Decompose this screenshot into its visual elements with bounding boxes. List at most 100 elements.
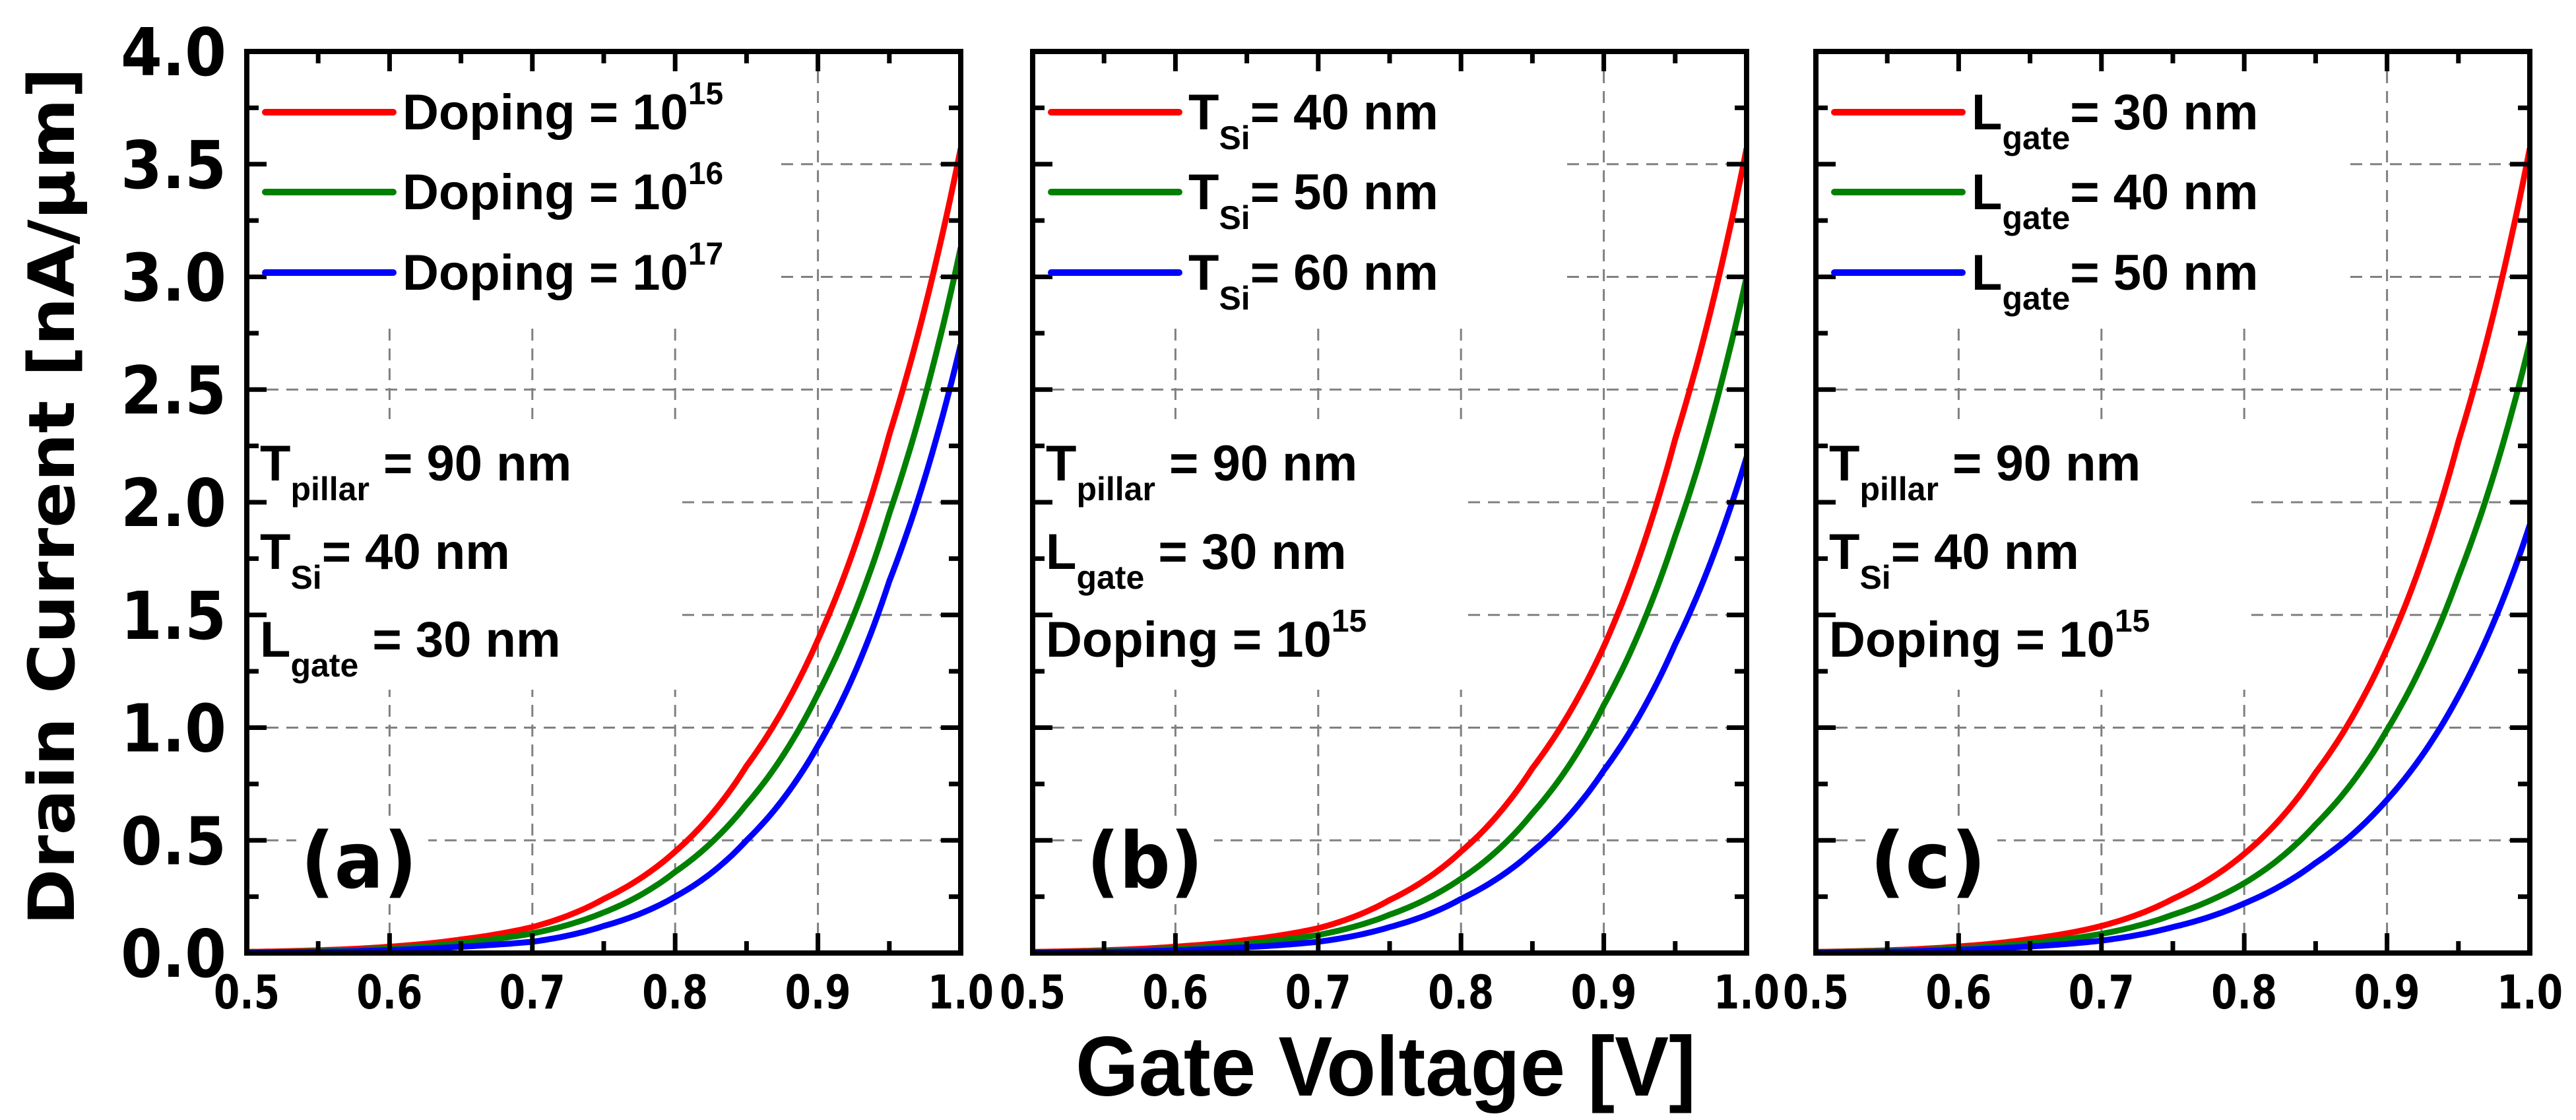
annotation-text: Lgate = 30 nm — [1046, 524, 1347, 596]
annotation-text: TSi= 40 nm — [260, 524, 510, 596]
annotation-text-main: T — [260, 436, 290, 492]
x-tick-label: 0.7 — [499, 966, 565, 1020]
y-tick-label: 2.0 — [121, 465, 226, 542]
annotation-text-main: T — [1046, 436, 1076, 492]
y-tick-label: 1.5 — [121, 577, 226, 655]
annotations: Tpillar = 90 nm TSi= 40 nm Lgate = 30 nm — [260, 436, 571, 684]
annotation-text-subscript: pillar — [290, 471, 369, 508]
legend-item: Lgate= 40 nm — [1831, 164, 2258, 236]
legend-label: Doping = 1016 — [402, 156, 723, 220]
y-tick-label: 2.5 — [121, 352, 226, 429]
annotation-text-main: L — [1046, 524, 1076, 580]
annotation-text-value: = 40 nm — [322, 524, 510, 580]
legend-item: Lgate= 30 nm — [1831, 84, 2258, 156]
x-tick-label: 1.0 — [928, 966, 994, 1020]
annotation-text-value: = 90 nm — [1939, 436, 2141, 492]
annotation-text: Tpillar = 90 nm — [1829, 436, 2141, 508]
legend-label-main: T — [1188, 84, 1219, 141]
annotation-text-main: T — [260, 524, 290, 580]
legend-label-superscript: 17 — [688, 237, 723, 272]
legend-label: Lgate= 40 nm — [1972, 164, 2258, 236]
y-tick-labels: 0.0 0.5 1.0 1.5 2.0 2.5 3.0 3.5 4.0 — [121, 14, 226, 993]
x-tick-label: 0.5 — [1783, 966, 1849, 1020]
x-tick-label: 0.9 — [785, 966, 851, 1020]
annotation-background — [1046, 419, 1468, 690]
annotation-text-superscript: 15 — [2115, 604, 2150, 639]
panel-label: (b) — [1087, 815, 1203, 906]
legend-label-subscript: gate — [2002, 119, 2070, 156]
annotation-text-main: Doping = 10 — [1829, 612, 2115, 668]
ticks — [1813, 49, 2532, 956]
legend-label-main: Doping = 10 — [402, 164, 688, 220]
x-tick-label: 0.8 — [2211, 966, 2277, 1020]
legend-label-superscript: 16 — [688, 156, 723, 191]
legend-label-main: T — [1188, 245, 1219, 301]
x-tick-label: 0.5 — [214, 966, 280, 1020]
legend-label-main: Doping = 10 — [402, 84, 688, 141]
legend-label-value: = 50 nm — [1250, 164, 1438, 220]
ticks — [1030, 49, 1749, 956]
x-tick-label: 1.0 — [1714, 966, 1780, 1020]
legend-label: Lgate= 50 nm — [1972, 245, 2258, 317]
panel-c: 0.5 0.6 0.7 0.8 0.9 1.0(c)Lgate= 30 nmLgate= … — [1783, 49, 2563, 1020]
legend-label: TSi= 50 nm — [1188, 164, 1438, 236]
annotation-text-subscript: pillar — [1859, 471, 1938, 508]
panel-label: (c) — [1870, 815, 1986, 906]
annotation-text: Doping = 1015 — [1829, 604, 2150, 668]
annotation-text-subscript: pillar — [1076, 471, 1155, 508]
annotations: Tpillar = 90 nm Lgate = 30 nm Doping = 101… — [1046, 436, 1367, 668]
y-tick-label: 0.5 — [121, 803, 226, 880]
annotation-text-value: = 90 nm — [1155, 436, 1357, 492]
annotation-text: TSi= 40 nm — [1829, 524, 2079, 596]
x-tick-label: 0.9 — [2354, 966, 2420, 1020]
x-tick-label: 0.6 — [1142, 966, 1208, 1020]
annotation-text: Doping = 1015 — [1046, 604, 1367, 668]
panel-label-background — [1082, 818, 1214, 904]
annotation-text-main: T — [1829, 436, 1859, 492]
x-tick-label: 0.7 — [2069, 966, 2135, 1020]
legend-label-value: = 30 nm — [2070, 84, 2258, 141]
legend-item: Doping = 1015 — [262, 77, 723, 141]
legend-item: TSi= 60 nm — [1048, 245, 1438, 317]
annotation-text-subscript: Si — [1859, 559, 1890, 596]
legend-label-value: = 40 nm — [2070, 164, 2258, 220]
legend-item: TSi= 40 nm — [1048, 84, 1438, 156]
annotation-text-main: T — [1829, 524, 1859, 580]
annotation-text: Lgate = 30 nm — [260, 612, 561, 684]
legend-label-superscript: 15 — [688, 77, 723, 112]
annotations: Tpillar = 90 nm TSi= 40 nm Doping = 1015 — [1829, 436, 2150, 668]
annotation-text-value: = 90 nm — [370, 436, 571, 492]
panels: 0.5 0.6 0.7 0.8 0.9 1.0(a)Doping = 1015Doping… — [214, 49, 2563, 1020]
x-tick-label: 0.6 — [1925, 966, 1991, 1020]
panel-label-background — [296, 818, 428, 904]
legend-label: Lgate= 30 nm — [1972, 84, 2258, 156]
panel-a: 0.5 0.6 0.7 0.8 0.9 1.0(a)Doping = 1015Doping… — [214, 49, 994, 1020]
annotation-background — [260, 419, 682, 690]
y-tick-label: 0.0 — [121, 915, 226, 993]
legend-label-main: Doping = 10 — [402, 245, 688, 301]
panel-label-background — [1865, 818, 1997, 904]
legend-label-main: T — [1188, 164, 1219, 220]
annotation-text-value: = 30 nm — [1144, 524, 1346, 580]
legend-label-value: = 40 nm — [1250, 84, 1438, 141]
x-tick-label: 0.8 — [1428, 966, 1494, 1020]
y-tick-label: 3.0 — [121, 240, 226, 317]
x-tick-label: 0.6 — [356, 966, 422, 1020]
annotation-text-subscript: gate — [1076, 559, 1144, 596]
legend-label: Doping = 1017 — [402, 237, 723, 301]
legend-label-main: L — [1972, 164, 2002, 220]
annotation-text-main: L — [260, 612, 290, 668]
y-tick-label: 1.0 — [121, 690, 226, 768]
legend-label-subscript: gate — [2002, 199, 2070, 236]
x-tick-label: 0.7 — [1285, 966, 1351, 1020]
legend-label-subscript: Si — [1219, 199, 1250, 236]
legend-label-main: L — [1972, 84, 2002, 141]
panel-label: (a) — [301, 815, 417, 906]
legend-item: Doping = 1016 — [262, 156, 723, 220]
legend-label: TSi= 60 nm — [1188, 245, 1438, 317]
legend-label: TSi= 40 nm — [1188, 84, 1438, 156]
y-tick-label: 3.5 — [121, 127, 226, 204]
